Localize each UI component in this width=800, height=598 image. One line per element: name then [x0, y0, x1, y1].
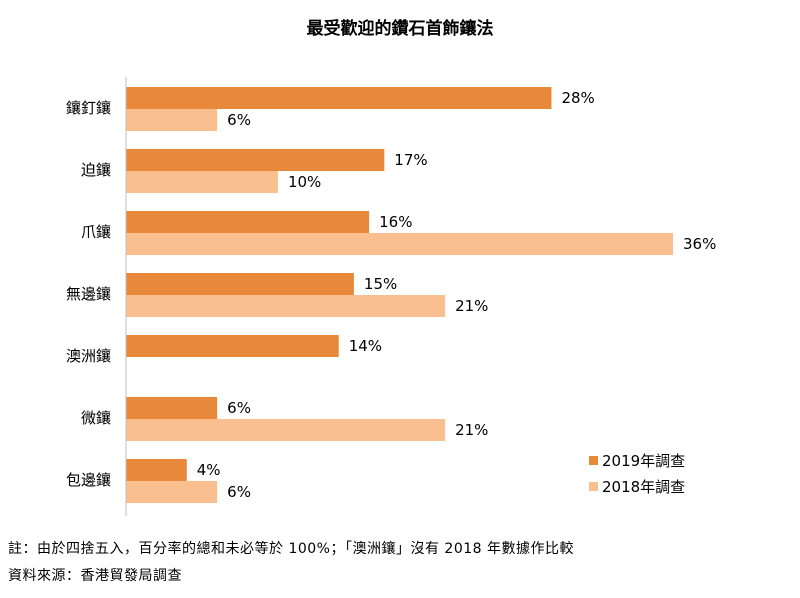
data-label: 21%	[455, 297, 488, 315]
legend-label: 2018年調查	[602, 478, 685, 496]
bar-2018	[126, 419, 446, 441]
bar-2019	[126, 273, 354, 295]
data-label: 21%	[455, 421, 488, 439]
bar-2019	[126, 87, 552, 109]
bar-2019	[126, 459, 187, 481]
category-label: 爪鑲	[81, 223, 111, 241]
bar-2019	[126, 149, 385, 171]
bar-2019	[126, 335, 339, 357]
bar-2018	[126, 295, 446, 317]
category-label: 微鑲	[81, 409, 111, 427]
bar-2018	[126, 109, 218, 131]
bar-2019	[126, 211, 370, 233]
footnote: 註：由於四捨五入，百分率的總和未必等於 100%；「澳洲鑲」沒有 2018 年數…	[8, 541, 575, 557]
source-note: 資料來源：香港貿發局調查	[8, 568, 182, 584]
data-label: 6%	[227, 483, 251, 501]
data-label: 6%	[227, 399, 251, 417]
bar-2018	[126, 233, 673, 255]
bar-2018	[126, 481, 218, 503]
plot-area: 鑲釘鑲 28% 6% 迫鑲 17% 10% 爪鑲 16% 36% 無邊鑲 15% 21% 澳洲鑲 14% 微…	[66, 77, 716, 516]
bar-2018	[126, 171, 278, 193]
data-label: 16%	[379, 213, 412, 231]
legend: 2019年調查 2018年調查	[589, 452, 685, 496]
legend-swatch	[589, 456, 598, 465]
data-label: 15%	[364, 275, 397, 293]
data-label: 6%	[227, 111, 251, 129]
category-label: 無邊鑲	[66, 285, 111, 303]
category-label: 包邊鑲	[66, 471, 111, 489]
category-label: 迫鑲	[81, 161, 111, 179]
data-label: 28%	[561, 89, 594, 107]
category-label: 澳洲鑲	[66, 347, 111, 365]
legend-swatch	[589, 482, 598, 491]
chart-title: 最受歡迎的鑽石首飾鑲法	[306, 19, 494, 39]
data-label: 14%	[349, 337, 382, 355]
data-label: 17%	[394, 151, 427, 169]
data-label: 36%	[683, 235, 716, 253]
data-label: 4%	[197, 461, 221, 479]
bar-2019	[126, 397, 218, 419]
category-label: 鑲釘鑲	[66, 99, 111, 117]
data-label: 10%	[288, 173, 321, 191]
legend-label: 2019年調查	[602, 452, 685, 470]
